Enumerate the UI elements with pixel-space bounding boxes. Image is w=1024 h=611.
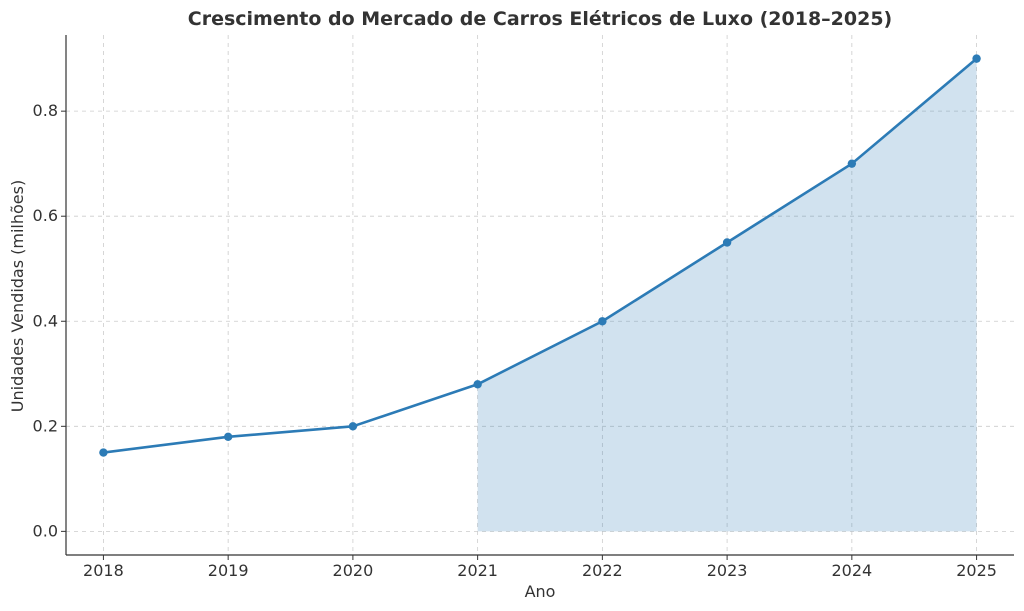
grid xyxy=(66,35,1014,555)
data-point xyxy=(223,432,233,442)
x-tick-label: 2021 xyxy=(457,561,498,580)
x-tick-label: 2022 xyxy=(582,561,623,580)
points-layer xyxy=(99,54,981,457)
x-axis-label: Ano xyxy=(525,582,556,601)
chart-title: Crescimento do Mercado de Carros Elétric… xyxy=(188,8,892,30)
x-tick-label: 2020 xyxy=(333,561,374,580)
data-point xyxy=(473,380,482,389)
axes xyxy=(65,35,1014,556)
y-tick-label: 0.0 xyxy=(33,521,58,540)
y-ticks: 0.0 0.2 0.4 0.6 0.8 xyxy=(33,101,66,540)
data-point xyxy=(972,54,981,63)
x-tick-label: 2023 xyxy=(707,561,748,580)
y-tick-label: 0.2 xyxy=(33,416,58,435)
data-point xyxy=(722,238,732,247)
y-axis-label: Unidades Vendidas (milhões) xyxy=(8,180,27,412)
series-layer xyxy=(102,57,978,454)
shaded-area xyxy=(477,58,977,532)
data-point xyxy=(847,159,857,168)
shaded-area-layer xyxy=(477,58,977,532)
x-tick-label: 2024 xyxy=(831,561,872,580)
y-tick-label: 0.4 xyxy=(33,311,58,330)
x-tick-label: 2025 xyxy=(956,561,997,580)
x-ticks: 2018 2019 2020 2021 2022 2023 2024 2025 xyxy=(83,555,997,580)
data-point xyxy=(348,422,358,431)
data-point xyxy=(598,317,607,326)
x-tick-label: 2019 xyxy=(208,561,249,580)
y-tick-label: 0.6 xyxy=(33,206,58,225)
y-tick-label: 0.8 xyxy=(33,101,58,120)
series-line xyxy=(102,57,978,454)
data-point xyxy=(99,448,108,457)
x-tick-label: 2018 xyxy=(83,561,124,580)
